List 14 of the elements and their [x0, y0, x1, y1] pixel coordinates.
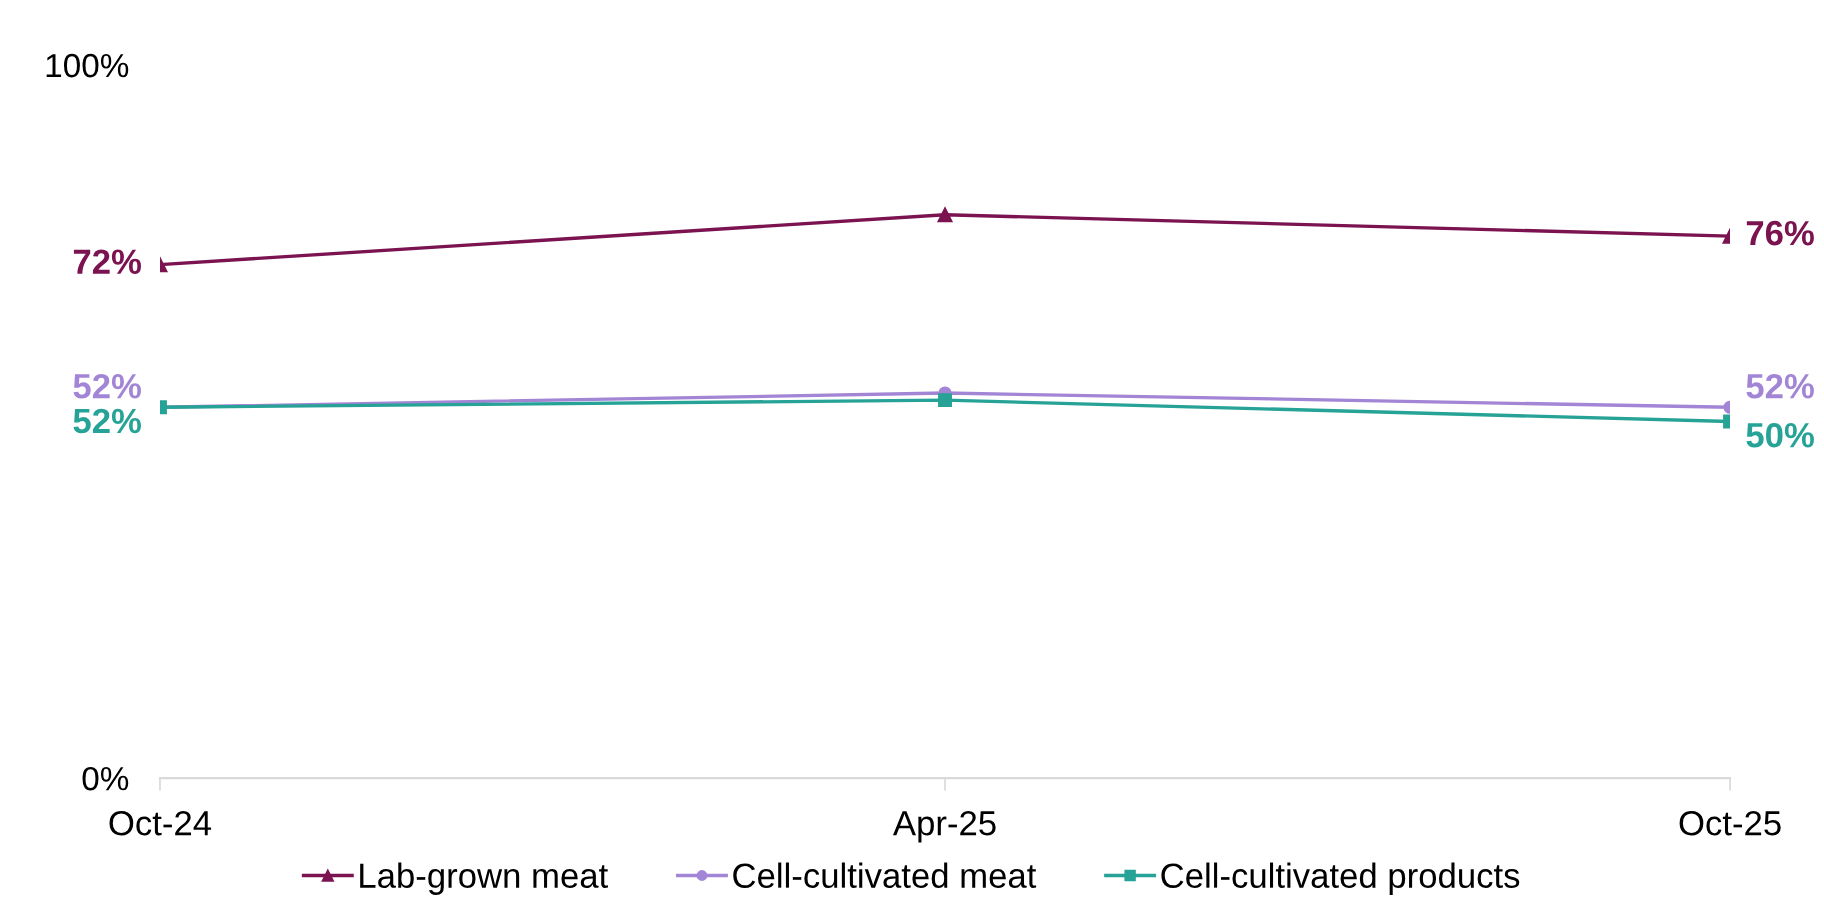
x-tick-label: Oct-25 [1679, 810, 1781, 836]
data-label: 72% [73, 249, 141, 274]
legend-label: Lab-grown meat [360, 862, 608, 895]
x-tick-label: Apr-25 [892, 810, 996, 843]
data-label: 76% [1746, 220, 1814, 246]
x-tick-label: Oct-24 [109, 810, 212, 836]
data-label: 52% [1746, 373, 1814, 399]
data-label: 52% [73, 408, 141, 434]
y-tick-label: 0% [82, 766, 129, 791]
data-label: 50% [1746, 422, 1814, 448]
legend-label: Cell-cultivated meat [733, 862, 1037, 889]
legend-label: Cell-cultivated products [1161, 862, 1520, 895]
data-label: 52% [73, 373, 141, 399]
y-tick-label: 100% [46, 53, 129, 78]
